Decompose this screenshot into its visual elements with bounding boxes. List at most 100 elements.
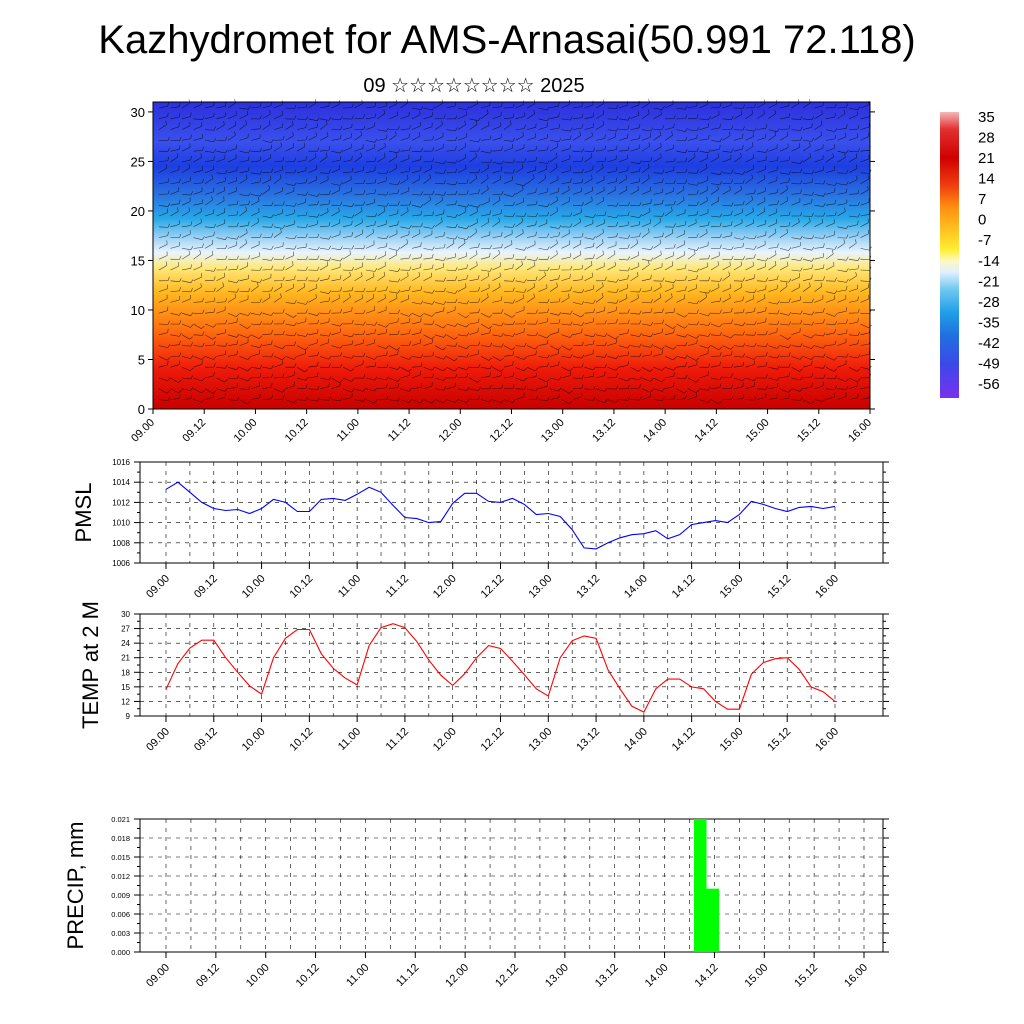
y-tick-label: 0.015 (111, 853, 130, 862)
panel-frame (139, 613, 884, 717)
precip-panel: 0.000 0.003 0.006 0.009 0.012 0.015 0.018 0.021… (63, 815, 889, 990)
panel-frame (139, 818, 884, 953)
x-tick-label: 09.00 (144, 573, 172, 601)
y-tick-label: 21 (121, 654, 130, 663)
x-tick-label: 11.12 (384, 573, 411, 600)
pmsl-series-line (165, 481, 836, 550)
y-axis-label: TEMP at 2 M (78, 601, 103, 729)
x-tick-label: 15.00 (718, 726, 746, 754)
x-tick-label: 14.12 (670, 726, 698, 754)
x-tick-label: 11.00 (344, 962, 371, 989)
x-tick-label: 16.00 (813, 573, 841, 601)
x-tick-label: 11.00 (336, 726, 363, 753)
temp-series-line (165, 623, 836, 713)
y-tick-label: 1014 (112, 478, 130, 487)
y-tick-label: 24 (121, 639, 130, 648)
temperature-field (153, 102, 870, 409)
x-tick-label: 09.12 (180, 417, 208, 445)
y-tick-label: 0.009 (111, 891, 130, 900)
x-tick-label: 15.00 (718, 573, 746, 601)
precip-bar (706, 888, 719, 952)
x-tick-label: 15.12 (795, 417, 823, 445)
y-tick-label: 1008 (112, 539, 130, 548)
x-tick-label: 15.00 (742, 962, 770, 990)
temp-2m-panel: 9 12 15 18 21 24 27 30 09.00 09.12 10.00 10.12 11.00… (78, 601, 889, 754)
y-tick-label: 18 (121, 668, 130, 677)
x-tick-label: 11.00 (335, 417, 362, 444)
y-tick-label: 0.012 (111, 872, 130, 881)
x-tick-label: 09.12 (192, 573, 220, 601)
colorbar: 35 28 21 14 7 0 -7 -14 -21 -28 -35 -42 -49 -56 (940, 109, 1000, 398)
x-tick-label: 12.12 (488, 417, 516, 445)
wind-barbs (158, 98, 872, 405)
colorbar-label: 14 (978, 171, 995, 188)
x-tick-label: 13.00 (526, 573, 554, 601)
y-tick-label: 15 (121, 683, 130, 692)
x-tick-label: 13.12 (593, 962, 621, 990)
x-tick-label: 10.00 (240, 573, 268, 601)
colorbar-ramp (940, 112, 959, 398)
colorbar-label: -56 (978, 376, 1000, 393)
x-tick-label: 09.12 (194, 962, 222, 990)
precip-bar (694, 819, 707, 952)
x-tick-label: 15.12 (792, 962, 820, 990)
colorbar-label: 28 (978, 130, 995, 147)
x-tick-label: 16.00 (846, 417, 874, 445)
y-tick-label: 12 (121, 697, 130, 706)
y-tick-label: 20 (131, 204, 145, 219)
y-tick-label: 0.021 (111, 815, 130, 824)
y-tick-label: 9 (126, 712, 131, 721)
colorbar-label: -21 (978, 273, 1000, 290)
y-tick-label: 27 (121, 625, 130, 634)
y-tick-label: 0.003 (111, 929, 130, 938)
x-tick-label: 15.12 (765, 573, 793, 601)
x-tick-label: 12.12 (479, 573, 507, 601)
x-tick-label: 14.00 (622, 573, 650, 601)
x-tick-label: 14.00 (622, 726, 650, 754)
colorbar-label: 35 (978, 109, 995, 126)
colorbar-label: -42 (978, 335, 1000, 352)
y-tick-label: 1012 (112, 498, 130, 507)
x-tick-label: 09.00 (144, 962, 172, 990)
y-tick-label: 0.006 (111, 910, 130, 919)
x-tick-label: 09.12 (192, 726, 220, 754)
y-tick-label: 30 (121, 610, 130, 619)
y-tick-label: 25 (131, 154, 145, 169)
chart-subtitle: 09 ☆☆☆☆☆☆☆☆ 2025 (363, 75, 584, 97)
x-tick-label: 13.00 (543, 962, 571, 990)
x-tick-label: 11.12 (386, 417, 413, 444)
x-tick-label: 10.00 (232, 417, 260, 445)
colorbar-label: -7 (978, 232, 991, 249)
x-tick-label: 15.12 (765, 726, 793, 754)
upper-air-section-panel: 0 5 10 15 20 25 30 09.00 09.12 10.00 10.12 11.00 11.… (129, 98, 875, 445)
x-tick-label: 13.12 (590, 417, 618, 445)
y-axis-label: PMSL (71, 483, 96, 543)
x-tick-label: 12.00 (431, 573, 459, 601)
x-tick-label: 12.00 (431, 726, 459, 754)
x-tick-label: 10.12 (288, 726, 316, 754)
x-tick-label: 16.00 (813, 726, 841, 754)
x-tick-label: 12.12 (493, 962, 521, 990)
colorbar-label: 7 (978, 191, 986, 208)
colorbar-label: -14 (978, 253, 1000, 270)
x-tick-label: 11.12 (384, 726, 411, 753)
x-tick-label: 14.12 (693, 962, 721, 990)
x-tick-label: 12.00 (443, 962, 471, 990)
y-tick-label: 30 (131, 105, 145, 120)
colorbar-label: -35 (978, 314, 1000, 331)
x-tick-label: 11.12 (394, 962, 421, 989)
x-tick-label: 10.00 (240, 726, 268, 754)
colorbar-label: 0 (978, 212, 986, 229)
x-tick-label: 14.00 (641, 417, 669, 445)
y-tick-label: 10 (131, 303, 145, 318)
x-tick-label: 13.12 (574, 573, 602, 601)
x-tick-label: 10.12 (288, 573, 316, 601)
y-tick-label: 0.000 (111, 948, 130, 957)
x-tick-label: 13.00 (539, 417, 567, 445)
colorbar-label: 21 (978, 150, 995, 167)
pmsl-panel: 1006 1008 1010 1012 1014 1016 09.00 09.12 10.00 1… (71, 458, 889, 601)
chart-title: Kazhydromet for AMS-Arnasai(50.991 72.11… (98, 18, 915, 62)
colorbar-label: -28 (978, 294, 1000, 311)
y-axis-label: PRECIP, mm (63, 822, 88, 950)
